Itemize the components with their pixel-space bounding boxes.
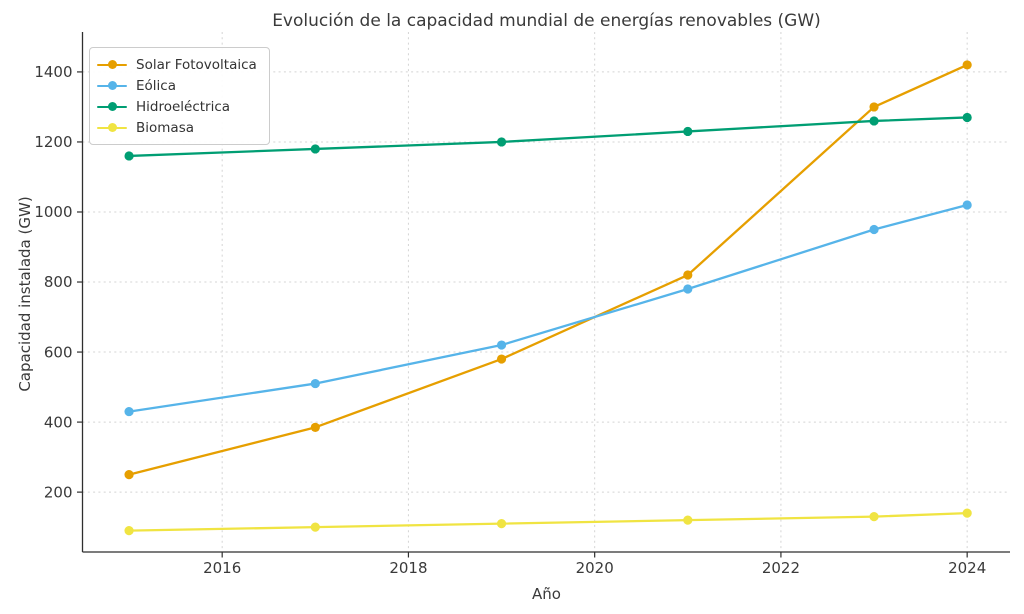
- y-tick-label: 1000: [34, 203, 72, 221]
- data-point: [496, 340, 507, 350]
- data-point: [962, 112, 972, 123]
- series-line: [127, 116, 969, 158]
- data-point: [310, 144, 320, 154]
- data-point: [124, 406, 134, 417]
- data-point: [962, 200, 972, 210]
- series-line: [127, 511, 969, 532]
- legend-label: Biomasa: [136, 119, 195, 136]
- x-tick-label: 2020: [576, 559, 614, 577]
- legend-label: Eólica: [136, 77, 176, 94]
- data-point: [310, 378, 320, 389]
- series-eólica: [124, 200, 972, 417]
- legend-item-solar-fotovoltaica: Solar Fotovoltaica: [97, 54, 259, 75]
- x-tick-label: 2022: [762, 559, 800, 577]
- axes-spines: [81, 32, 1010, 553]
- axis-tick-labels: 200 400 600 800 1000 1200 1400 2016 2018 2020 2022…: [34, 63, 986, 577]
- x-tick-label: 2018: [389, 559, 427, 577]
- legend-item-eólica: Eólica: [97, 75, 259, 96]
- data-point: [683, 284, 693, 294]
- data-point: [496, 354, 507, 364]
- legend-line-marker-icon: [97, 81, 127, 91]
- axis-ticks: [77, 71, 968, 558]
- legend-line-marker-icon: [97, 60, 127, 70]
- y-tick-label: 800: [44, 273, 73, 291]
- data-point: [310, 522, 320, 532]
- data-point: [124, 151, 134, 161]
- data-point: [683, 270, 693, 280]
- legend-label: Hidroeléctrica: [136, 98, 231, 115]
- data-point: [683, 126, 693, 137]
- data-point: [869, 512, 879, 522]
- chart-title: Evolución de la capacidad mundial de ene…: [272, 11, 821, 31]
- data-point: [310, 422, 320, 432]
- series-biomasa: [124, 508, 972, 536]
- y-tick-label: 1400: [34, 63, 72, 81]
- data-point: [683, 515, 693, 525]
- y-tick-label: 1200: [34, 133, 72, 151]
- data-point: [124, 470, 134, 480]
- legend-item-biomasa: Biomasa: [97, 117, 259, 138]
- legend-line-marker-icon: [97, 123, 127, 133]
- data-point: [124, 526, 134, 536]
- data-point: [496, 137, 507, 147]
- legend-label: Solar Fotovoltaica: [136, 56, 257, 73]
- data-point: [962, 60, 972, 70]
- x-tick-label: 2024: [948, 559, 986, 577]
- y-tick-label: 400: [44, 413, 73, 431]
- data-point: [869, 116, 879, 126]
- legend-item-hidroeléctrica: Hidroeléctrica: [97, 96, 259, 117]
- y-tick-label: 200: [44, 483, 73, 501]
- data-point: [869, 224, 879, 235]
- data-point: [496, 519, 507, 529]
- y-tick-label: 600: [44, 343, 73, 361]
- series-line: [127, 203, 969, 413]
- y-axis-label: Capacidad instalada (GW): [16, 196, 34, 392]
- series-hidroeléctrica: [124, 112, 972, 161]
- legend-line-marker-icon: [97, 102, 127, 112]
- legend: Solar Fotovoltaica Eólica Hidroeléctrica Bi…: [89, 47, 270, 145]
- data-point: [869, 102, 879, 112]
- x-axis-label: Año: [532, 585, 561, 603]
- data-point: [962, 508, 972, 518]
- x-tick-label: 2016: [203, 559, 241, 577]
